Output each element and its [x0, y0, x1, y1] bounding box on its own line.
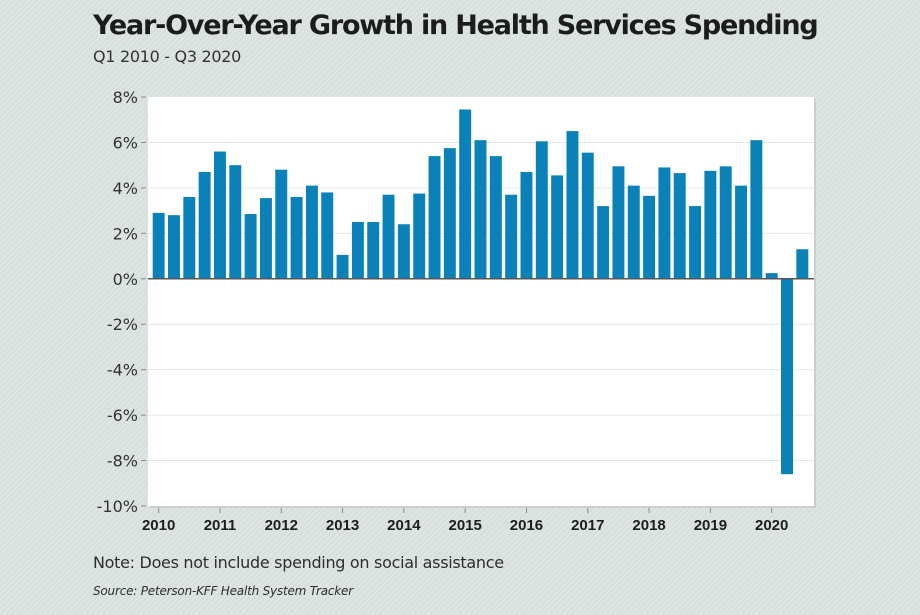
y-tick-label: -8%	[107, 452, 138, 471]
x-tick-label: 2020	[755, 517, 788, 534]
bar: Q4 2015: 3.7%	[505, 194, 518, 279]
bar: Q4 2014: 5.75%	[443, 148, 456, 279]
bar: Q3 2011: 2.85%	[244, 214, 257, 279]
bar: Q3 2019: 4.1%	[735, 185, 748, 279]
y-tick-label: 4%	[113, 179, 138, 198]
bar: Q3 2020: 1.3%	[796, 249, 809, 279]
chart-source: Source: Peterson-KFF Health System Track…	[93, 584, 353, 598]
bar: Q4 2010: 4.7%	[198, 171, 211, 279]
y-tick-label: 2%	[113, 224, 138, 243]
bar: Q1 2012: 4.8%	[275, 169, 288, 279]
y-tick-label: 0%	[113, 270, 138, 289]
bar: Q2 2016: 6.05%	[535, 141, 548, 279]
chart-title: Year-Over-Year Growth in Health Services…	[93, 10, 819, 41]
bar: Q1 2014: 2.4%	[397, 224, 410, 279]
x-tick-label: 2015	[448, 517, 481, 534]
bar: Q3 2010: 3.6%	[183, 196, 196, 279]
bar: Q1 2010: 2.9%	[152, 212, 165, 279]
bar: Q1 2015: 7.45%	[459, 109, 472, 279]
bar: Q4 2012: 3.8%	[321, 192, 334, 279]
x-axis: 2010 2011 2012 2013 2014 2015 2016 2017 2018 2019…	[142, 508, 788, 534]
y-tick-label: 8%	[113, 88, 138, 107]
x-tick-label: 2010	[142, 517, 175, 534]
bar: Q3 2014: 5.4%	[428, 156, 441, 279]
bar: Q2 2010: 2.8%	[168, 215, 180, 279]
bar: Q1 2017: 5.55%	[581, 152, 594, 279]
x-tick-label: 2014	[387, 517, 421, 534]
x-tick-label: 2016	[510, 517, 543, 534]
bar: Q1 2020: 0.25%	[765, 273, 778, 279]
bars: Q1 2010: 2.9%Q2 2010: 2.8%Q3 2010: 3.6%Q…	[152, 109, 809, 475]
x-tick-label: 2019	[694, 517, 727, 534]
y-tick-label: -2%	[107, 315, 138, 334]
bar: Q3 2016: 4.55%	[551, 175, 564, 279]
x-tick-label: 2012	[265, 517, 298, 534]
bar: Q4 2018: 3.2%	[689, 206, 702, 279]
bar: Q3 2012: 4.1%	[305, 185, 318, 279]
bar: Q3 2018: 4.65%	[673, 173, 686, 279]
bar: Q4 2017: 4.1%	[627, 185, 640, 279]
bar: Q2 2014: 3.75%	[413, 193, 426, 279]
bar: Q4 2011: 3.55%	[259, 198, 272, 279]
bar: Q3 2013: 2.5%	[367, 221, 380, 279]
bar: Q1 2018: 3.65%	[643, 195, 656, 279]
bar: Q1 2016: 4.7%	[520, 171, 533, 279]
y-tick-label: -10%	[97, 497, 138, 516]
x-tick-label: 2017	[571, 517, 604, 534]
bar: Q2 2019: 4.95%	[719, 166, 732, 279]
y-tick-label: -6%	[107, 406, 138, 425]
x-tick-label: 2011	[204, 517, 237, 534]
bar: Q3 2017: 4.95%	[612, 166, 625, 279]
y-tick-label: -4%	[107, 361, 138, 380]
bar: Q2 2013: 2.5%	[351, 221, 364, 279]
bar: Q4 2016: 6.5%	[566, 131, 579, 279]
y-tick-label: 6%	[113, 133, 138, 152]
bar: Q2 2012: 3.6%	[290, 196, 303, 279]
bar: Q2 2020: -8.6%	[781, 278, 793, 475]
chart-subtitle: Q1 2010 - Q3 2020	[93, 47, 242, 66]
bar: Q2 2018: 4.9%	[658, 167, 671, 279]
chart-note: Note: Does not include spending on socia…	[93, 553, 504, 572]
bar: Q4 2013: 3.7%	[382, 194, 395, 279]
bar: Q3 2015: 5.4%	[489, 156, 502, 279]
x-tick-label: 2013	[326, 517, 359, 534]
x-tick-label: 2018	[632, 517, 665, 534]
bar: Q1 2011: 5.6%	[213, 151, 226, 279]
y-axis: 8% 6% 4% 2% 0% -2% -4% -6% -8% -10%	[97, 88, 146, 516]
bar: Q2 2011: 5%	[229, 165, 242, 279]
bar: Q2 2017: 3.2%	[597, 206, 610, 279]
bar: Q4 2019: 6.1%	[750, 140, 763, 279]
bar: Q2 2015: 6.1%	[474, 140, 487, 279]
bar: Q1 2019: 4.75%	[704, 170, 717, 279]
bar: Q1 2013: 1.05%	[336, 254, 349, 279]
